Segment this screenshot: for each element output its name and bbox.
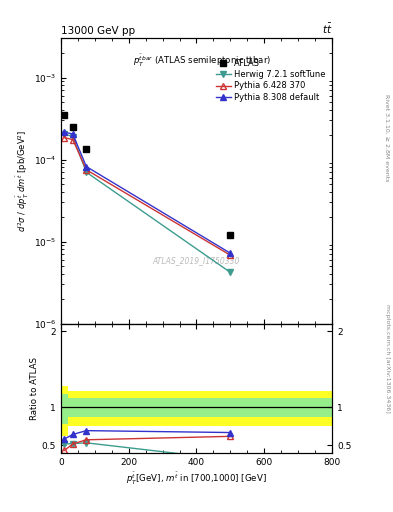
Text: ATLAS_2019_I1750330: ATLAS_2019_I1750330 <box>153 257 240 265</box>
Pythia 8.308 default <box>70 131 75 137</box>
Text: 13000 GeV pp: 13000 GeV pp <box>61 26 135 36</box>
Y-axis label: Ratio to ATLAS: Ratio to ATLAS <box>30 357 39 420</box>
Text: $t\bar{t}$: $t\bar{t}$ <box>321 22 332 36</box>
Line: Pythia 8.308 default: Pythia 8.308 default <box>61 129 233 257</box>
Legend: ATLAS, Herwig 7.2.1 softTune, Pythia 6.428 370, Pythia 8.308 default: ATLAS, Herwig 7.2.1 softTune, Pythia 6.4… <box>213 57 328 104</box>
Herwig 7.2.1 softTune <box>84 169 89 175</box>
X-axis label: $p_T^{\bar{t}}$[GeV], $m^{\bar{t}}$ in [700,1000] [GeV]: $p_T^{\bar{t}}$[GeV], $m^{\bar{t}}$ in [… <box>126 471 267 487</box>
Line: Pythia 6.428 370: Pythia 6.428 370 <box>61 135 233 259</box>
Text: $p_T^{\bar{t}bar}$ (ATLAS semileptonic ttbar): $p_T^{\bar{t}bar}$ (ATLAS semileptonic t… <box>133 53 271 69</box>
Pythia 8.308 default <box>228 250 233 257</box>
ATLAS <box>70 124 75 130</box>
ATLAS <box>62 112 67 118</box>
Line: Herwig 7.2.1 softTune: Herwig 7.2.1 softTune <box>61 131 233 275</box>
Herwig 7.2.1 softTune <box>228 269 233 275</box>
Y-axis label: $d^2\sigma$ / $dp_T^{\bar{t}}$ $dm^{\bar{t}}$ [pb/GeV$^2$]: $d^2\sigma$ / $dp_T^{\bar{t}}$ $dm^{\bar… <box>15 130 31 232</box>
Pythia 8.308 default <box>62 129 67 135</box>
Pythia 6.428 370 <box>228 252 233 259</box>
Text: mcplots.cern.ch [arXiv:1306.3436]: mcplots.cern.ch [arXiv:1306.3436] <box>385 304 389 413</box>
Pythia 6.428 370 <box>70 137 75 143</box>
Pythia 8.308 default <box>84 163 89 169</box>
Pythia 6.428 370 <box>62 135 67 141</box>
ATLAS <box>228 232 233 238</box>
Line: ATLAS: ATLAS <box>61 112 233 238</box>
Pythia 6.428 370 <box>84 167 89 173</box>
Herwig 7.2.1 softTune <box>70 134 75 140</box>
Herwig 7.2.1 softTune <box>62 131 67 137</box>
Text: Rivet 3.1.10, ≥ 2.8M events: Rivet 3.1.10, ≥ 2.8M events <box>385 95 389 182</box>
ATLAS <box>84 146 89 152</box>
